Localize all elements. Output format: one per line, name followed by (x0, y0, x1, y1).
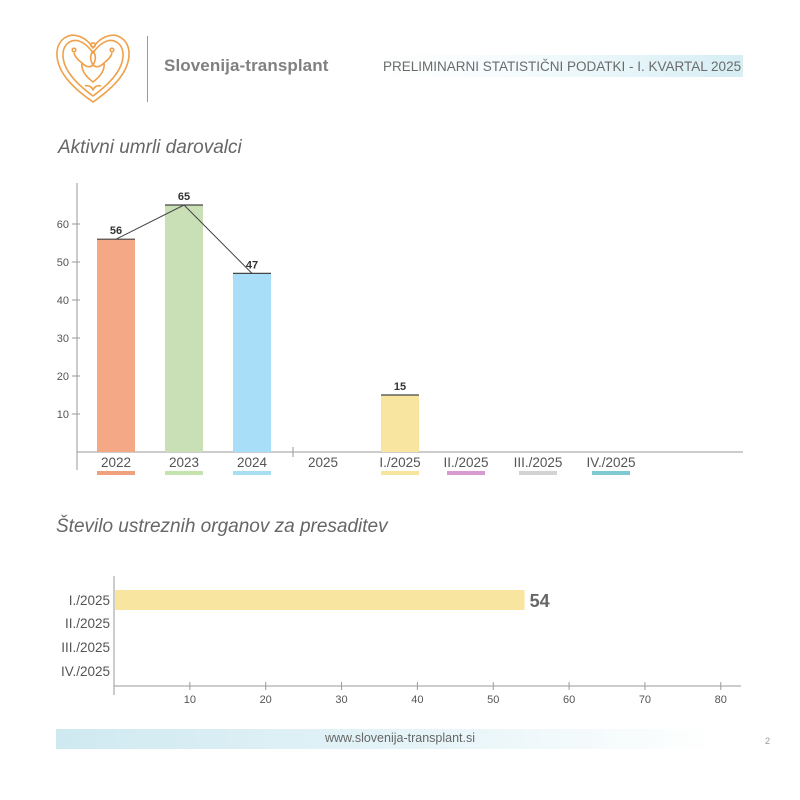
x-tick-label: 10 (184, 694, 196, 706)
header-title-band (378, 55, 743, 77)
x-tick-label: 60 (563, 694, 575, 706)
x-tick-label: 80 (715, 694, 727, 706)
x-tick-label: 20 (260, 694, 272, 706)
x-tick-label: 70 (639, 694, 651, 706)
page-title: PRELIMINARNI STATISTIČNI PODATKI - I. KV… (383, 59, 742, 74)
y-tick-label: III./2025 (61, 640, 110, 655)
chart1-title: Aktivni umrli darovalci (58, 137, 242, 158)
x-tick-label: II./2025 (443, 455, 488, 470)
bar (233, 273, 271, 452)
y-tick-label: 60 (57, 219, 69, 231)
x-tick-label: 2022 (101, 455, 131, 470)
bar (165, 205, 203, 452)
trend-line (115, 204, 253, 274)
legend-swatch (97, 471, 135, 475)
footer-url[interactable]: www.slovenija-transplant.si (324, 731, 476, 745)
y-tick-label: I./2025 (69, 593, 110, 608)
y-tick-label: 20 (57, 371, 69, 383)
x-tick-label: III./2025 (514, 455, 563, 470)
legend-swatch (165, 471, 203, 475)
legend-swatch (233, 471, 271, 475)
bar (115, 590, 525, 610)
bar (381, 395, 419, 452)
y-tick-label: IV./2025 (61, 664, 110, 679)
y-tick-label: 40 (57, 295, 69, 307)
data-label: 54 (530, 591, 550, 611)
legend-swatch (519, 471, 557, 475)
header-divider (147, 36, 148, 102)
data-label: 56 (110, 225, 122, 237)
legend-swatch (381, 471, 419, 475)
x-tick-label: 50 (487, 694, 499, 706)
bar (97, 239, 135, 452)
x-tick-label: 2023 (169, 455, 199, 470)
y-tick-label: 10 (57, 409, 69, 421)
y-tick-label: II./2025 (65, 616, 110, 631)
chart2-title: Število ustreznih organov za presaditev (56, 516, 388, 537)
data-label: 47 (246, 259, 258, 271)
x-tick-label: I./2025 (379, 455, 420, 470)
legend-swatch (447, 471, 485, 475)
x-tick-label: 2024 (237, 455, 268, 470)
x-tick-label: IV./2025 (586, 455, 635, 470)
data-label: 65 (178, 191, 190, 203)
heart-tulip-logo-icon (52, 30, 134, 106)
y-tick-label: 30 (57, 333, 69, 345)
x-tick-label: 40 (411, 694, 423, 706)
x-tick-label: 30 (335, 694, 347, 706)
footer-band (56, 729, 716, 749)
y-tick-label: 50 (57, 257, 69, 269)
data-label: 15 (394, 381, 406, 393)
legend-swatch (592, 471, 630, 475)
x-tick-label: 2025 (308, 455, 338, 470)
page-number: 2 (765, 736, 771, 746)
brand-name: Slovenija-transplant (164, 56, 329, 75)
